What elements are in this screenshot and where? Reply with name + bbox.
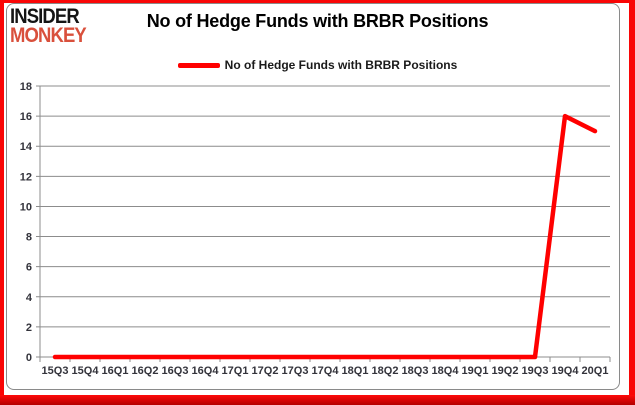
x-tick-label: 19Q1: [462, 365, 489, 377]
y-tick-label: 4: [26, 292, 33, 304]
legend-marker-line: [177, 62, 220, 68]
y-tick-label: 18: [20, 81, 32, 93]
x-tick-label: 19Q4: [552, 365, 580, 377]
y-tick-label: 6: [26, 262, 32, 274]
x-tick-label: 15Q3: [42, 365, 69, 377]
series-line: [52, 113, 598, 360]
legend: No of Hedge Funds with BRBR Positions: [0, 58, 635, 72]
y-tick-label: 8: [26, 232, 32, 244]
x-tick-label: 20Q1: [582, 365, 609, 377]
legend-label: No of Hedge Funds with BRBR Positions: [224, 58, 458, 72]
x-tick-label: 18Q2: [372, 365, 399, 377]
y-tick-label: 0: [26, 352, 32, 364]
chart-frame: [6, 3, 620, 390]
border-left: [0, 0, 4, 405]
x-tick-label: 19Q3: [522, 365, 549, 377]
x-tick-label: 16Q3: [162, 365, 189, 377]
border-top: [0, 0, 635, 3]
x-tick-label: 15Q4: [72, 365, 100, 377]
x-tick-label: 17Q2: [252, 365, 279, 377]
y-tick-label: 10: [20, 201, 32, 213]
x-tick-label: 17Q1: [222, 365, 249, 377]
y-tick-label: 2: [26, 322, 32, 334]
border-right: [629, 0, 635, 405]
y-tick-label: 12: [20, 171, 32, 183]
chart-title: No of Hedge Funds with BRBR Positions: [146, 11, 489, 31]
y-tick-label: 14: [20, 141, 33, 153]
x-tick-label: 18Q1: [342, 365, 369, 377]
x-tick-label: 18Q3: [402, 365, 429, 377]
insider-monkey-logo: INSIDER MONKEY: [10, 5, 87, 48]
x-tick-label: 17Q4: [312, 365, 340, 377]
x-tick-label: 16Q1: [102, 365, 129, 377]
border-bottom: [0, 395, 635, 405]
x-tick-label: 19Q2: [492, 365, 519, 377]
x-tick-label: 16Q4: [192, 365, 220, 377]
y-tick-label: 16: [20, 111, 32, 123]
x-tick-label: 16Q2: [132, 365, 159, 377]
logo-line1: INSIDER: [10, 5, 80, 28]
x-tick-label: 18Q4: [432, 365, 460, 377]
x-tick-label: 17Q3: [282, 365, 309, 377]
logo-line2: MONKEY: [10, 24, 87, 48]
